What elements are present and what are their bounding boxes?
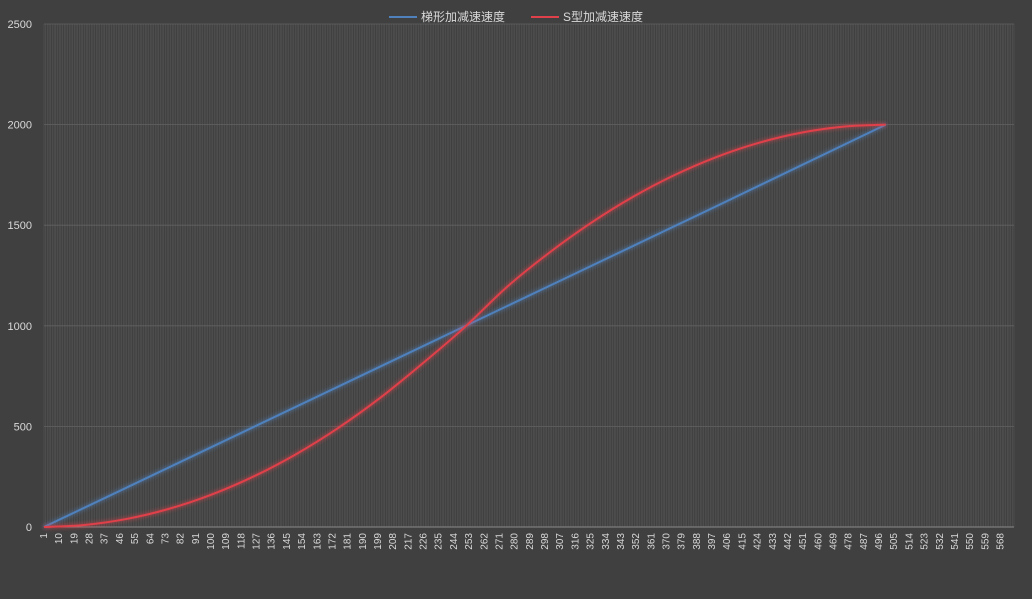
x-tick-label: 451	[798, 533, 809, 550]
x-tick-label: 406	[722, 533, 733, 550]
x-tick-label: 217	[403, 533, 414, 550]
y-tick-label: 500	[14, 421, 32, 433]
legend-label-trapezoid: 梯形加减速速度	[420, 10, 505, 24]
x-tick-label: 487	[859, 533, 870, 550]
legend-item-trapezoid: 梯形加减速速度	[388, 8, 505, 25]
x-tick-label: 199	[373, 533, 384, 550]
grid	[43, 23, 1015, 528]
x-tick-label: 172	[327, 533, 338, 550]
x-tick-label: 73	[160, 533, 171, 545]
x-tick-label: 541	[950, 533, 961, 550]
x-tick-label: 64	[145, 533, 156, 545]
x-tick-label: 307	[555, 533, 566, 550]
x-tick-label: 316	[570, 533, 581, 550]
x-tick-label: 37	[100, 533, 111, 545]
y-tick-label: 0	[26, 522, 32, 534]
x-tick-label: 19	[69, 533, 80, 545]
y-tick-label: 2500	[8, 19, 32, 31]
x-tick-label: 460	[813, 533, 824, 550]
x-tick-label: 298	[540, 533, 551, 550]
x-tick-label: 181	[343, 533, 354, 550]
x-tick-label: 352	[631, 533, 642, 550]
x-tick-label: 154	[297, 533, 308, 550]
legend-label-s-curve: S型加减速速度	[563, 10, 644, 24]
x-tick-label: 280	[510, 533, 521, 550]
x-tick-label: 343	[616, 533, 627, 550]
x-tick-label: 136	[267, 533, 278, 550]
x-tick-label: 478	[844, 533, 855, 550]
x-tick-label: 127	[252, 533, 263, 550]
x-tick-label: 28	[85, 533, 96, 545]
x-tick-label: 415	[737, 533, 748, 550]
x-tick-label: 190	[358, 533, 369, 550]
x-tick-label: 397	[707, 533, 718, 550]
x-tick-label: 271	[494, 533, 505, 550]
x-tick-label: 325	[586, 533, 597, 550]
x-tick-label: 361	[646, 533, 657, 550]
x-tick-label: 370	[661, 533, 672, 550]
x-tick-label: 82	[176, 533, 187, 545]
x-tick-label: 514	[904, 533, 915, 550]
y-tick-label: 2000	[8, 120, 32, 132]
x-tick-label: 226	[419, 533, 430, 550]
x-tick-label: 568	[996, 533, 1007, 550]
x-tick-label: 145	[282, 533, 293, 550]
x-tick-label: 379	[677, 533, 688, 550]
x-tick-label: 163	[312, 533, 323, 550]
x-tick-label: 253	[464, 533, 475, 550]
x-tick-label: 289	[525, 533, 536, 550]
x-tick-label: 496	[874, 533, 885, 550]
x-tick-label: 550	[965, 533, 976, 550]
x-tick-label: 523	[920, 533, 931, 550]
x-tick-label: 118	[236, 533, 247, 549]
chart-legend: 梯形加减速速度 S型加减速速度	[0, 8, 1032, 25]
x-tick-label: 433	[768, 533, 779, 550]
x-tick-label: 469	[828, 533, 839, 550]
x-tick-label: 109	[221, 533, 232, 550]
x-tick-label: 235	[434, 533, 445, 550]
axes: 0 500 1000 1500 2000 2500 1 10 19 28 37 46 55 64 73 82 9…	[8, 19, 1014, 550]
legend-swatch-s-curve	[531, 15, 559, 18]
x-tick-label: 334	[601, 533, 612, 550]
series-line-s-curve	[43, 123, 886, 528]
series-layer	[43, 123, 887, 528]
x-tick-label: 1	[39, 533, 50, 539]
y-tick-label: 1000	[8, 321, 32, 333]
x-tick-label: 424	[753, 533, 764, 550]
x-tick-label: 100	[206, 533, 217, 550]
x-tick-label: 208	[388, 533, 399, 550]
x-tick-label: 262	[479, 533, 490, 550]
x-tick-label: 559	[980, 533, 991, 550]
x-tick-label: 505	[889, 533, 900, 550]
x-tick-label: 46	[115, 533, 126, 545]
x-tick-label: 10	[54, 533, 65, 545]
x-tick-label: 532	[935, 533, 946, 550]
legend-item-s-curve: S型加减速速度	[531, 8, 643, 25]
x-tick-label: 442	[783, 533, 794, 550]
x-tick-label: 244	[449, 533, 460, 550]
x-tick-label: 91	[191, 533, 202, 545]
x-tick-label: 55	[130, 533, 141, 545]
x-tick-label: 388	[692, 533, 703, 550]
legend-swatch-trapezoid	[388, 15, 417, 18]
y-tick-label: 1500	[8, 220, 32, 232]
